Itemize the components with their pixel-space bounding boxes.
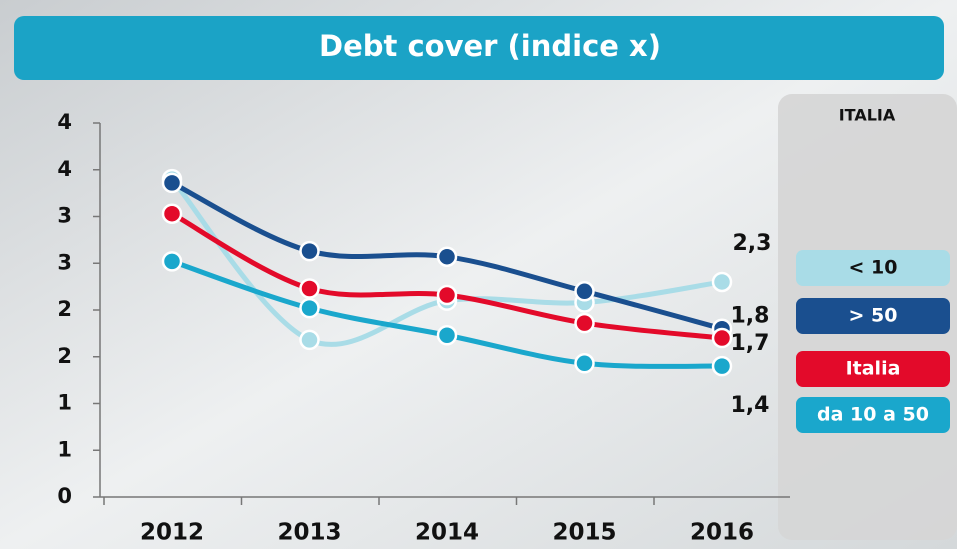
y-tick-label: 3 (57, 250, 72, 274)
y-tick-label: 2 (57, 297, 72, 321)
x-tick-label: 2016 (690, 520, 754, 546)
data-point (161, 251, 183, 272)
y-tick-label: 1 (57, 437, 72, 461)
legend-swatch (796, 250, 950, 286)
value-label: 1,8 (731, 304, 770, 329)
legend-label: da 10 a 50 (817, 404, 929, 426)
data-point (711, 355, 733, 377)
y-tick-label: 3 (57, 204, 72, 228)
data-point (711, 327, 733, 349)
y-tick-label: 4 (57, 157, 72, 181)
y-tick-label: 4 (57, 110, 72, 134)
value-label: 1,7 (731, 331, 770, 356)
x-tick-label: 2014 (415, 520, 479, 546)
data-point (299, 297, 320, 319)
data-point (574, 281, 595, 302)
data-point (161, 203, 183, 224)
data-point (436, 284, 458, 306)
data-point (436, 246, 458, 267)
x-tick-label: 2012 (140, 520, 204, 546)
legend-swatch (796, 298, 950, 334)
data-point (299, 240, 320, 262)
data-point (574, 312, 595, 334)
data-point (299, 329, 320, 351)
x-tick-label: 2015 (552, 520, 616, 546)
legend-label: Italia (846, 358, 901, 380)
value-label: 1,4 (731, 393, 770, 418)
legend-label: < 10 (849, 257, 898, 279)
value-label: 2,3 (733, 231, 772, 256)
data-point (161, 172, 183, 194)
x-tick-label: 2013 (277, 520, 341, 546)
data-point (436, 324, 458, 346)
y-tick-label: 2 (57, 344, 72, 368)
data-point (299, 278, 320, 299)
y-tick-label: 0 (57, 484, 72, 508)
legend-title: ITALIA (839, 106, 896, 125)
legend-swatch (796, 397, 950, 433)
chart-title: Debt cover (indice x) (319, 29, 661, 63)
data-point (574, 353, 595, 374)
legend-swatch (796, 351, 950, 387)
legend-label: > 50 (849, 305, 898, 327)
data-point (711, 271, 733, 293)
title-banner (14, 16, 944, 80)
series-line (170, 177, 723, 347)
y-tick-label: 1 (57, 391, 72, 415)
